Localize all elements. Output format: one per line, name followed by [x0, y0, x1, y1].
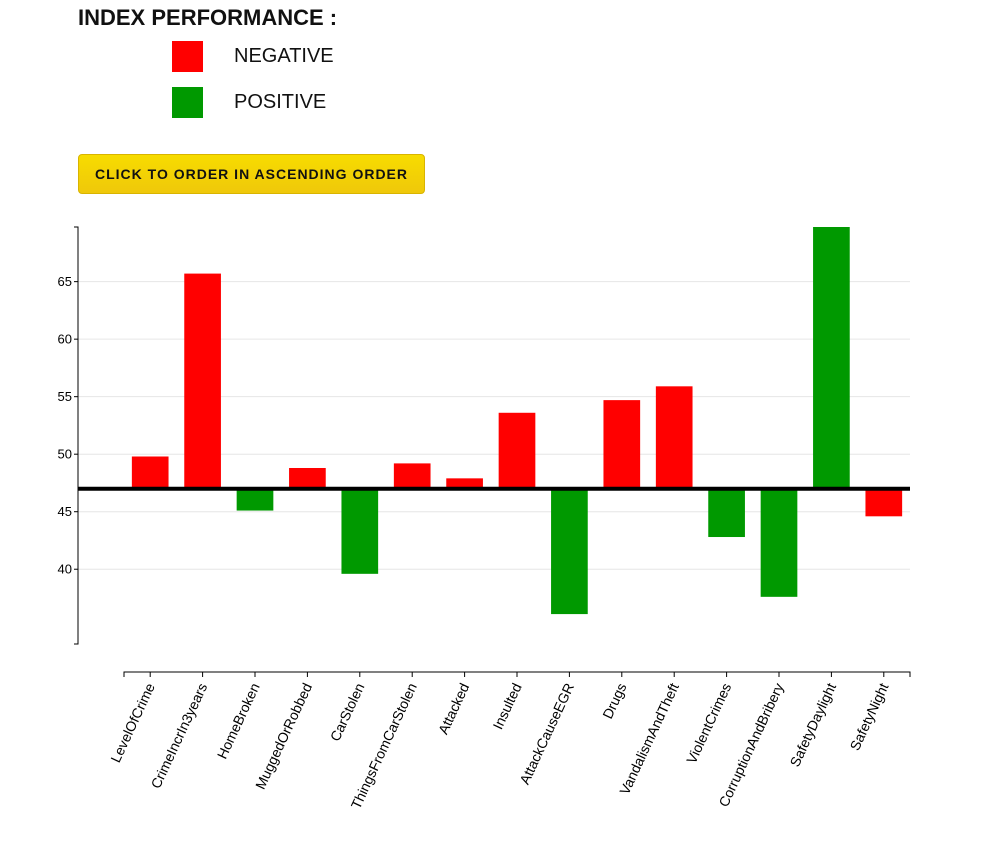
y-tick-label: 60 [58, 332, 72, 347]
bar-AttackCauseEGR [551, 488, 588, 615]
bar-CrimeIncrIn3years [184, 273, 221, 489]
legend-item-positive: POSITIVE [172, 86, 326, 118]
x-tick-label: Drugs [599, 681, 629, 722]
bar-Drugs [603, 400, 641, 489]
bar-CorruptionAndBribery [760, 488, 798, 597]
x-tick-label: CrimeIncrIn3years [147, 681, 210, 791]
page-title: INDEX PERFORMANCE : [78, 5, 338, 30]
y-tick-label: 50 [58, 447, 72, 462]
y-axis [74, 226, 79, 645]
bar-ThingsFromCarStolen [393, 463, 431, 489]
bar-VandalismAndTheft [655, 386, 693, 489]
bar-Attacked [446, 478, 483, 489]
x-tick-label: SafetyDaylight [786, 680, 839, 769]
y-tick-label: 55 [58, 389, 72, 404]
bar-ViolentCrimes [708, 488, 745, 538]
x-tick-label: ViolentCrimes [683, 681, 734, 767]
x-tick-label: HomeBroken [214, 681, 263, 762]
bar-SafetyNight [865, 488, 903, 517]
legend-swatch-negative [172, 40, 203, 72]
y-tick-label: 65 [58, 274, 72, 289]
x-tick-label: CarStolen [327, 681, 368, 744]
legend-label-positive: POSITIVE [234, 90, 327, 113]
bar-LevelOfCrime [131, 456, 169, 489]
x-tick-label: SafetyNight [846, 680, 891, 752]
bar-SafetyDaylight [813, 227, 850, 489]
bar-MuggedOrRobbed [289, 467, 326, 489]
x-tick-label: LevelOfCrime [107, 680, 158, 765]
y-tick-label: 40 [58, 562, 72, 577]
x-tick-label: Attacked [435, 681, 473, 737]
x-tick-label: AttackCauseEGR [516, 681, 577, 787]
x-tick-label: VandalismAndTheft [616, 680, 682, 797]
bar-CarStolen [341, 488, 379, 574]
bar-HomeBroken [236, 488, 274, 511]
x-tick-label: MuggedOrRobbed [252, 681, 315, 792]
x-tick-label: Insulted [489, 681, 524, 732]
legend-swatch-positive [172, 86, 203, 118]
legend-label-negative: NEGATIVE [234, 44, 334, 67]
bar-Insulted [498, 412, 536, 489]
legend-item-negative: NEGATIVE [172, 40, 334, 72]
y-tick-label: 45 [58, 504, 72, 519]
order-ascending-button[interactable]: CLICK TO ORDER IN ASCENDING ORDER [78, 154, 425, 194]
